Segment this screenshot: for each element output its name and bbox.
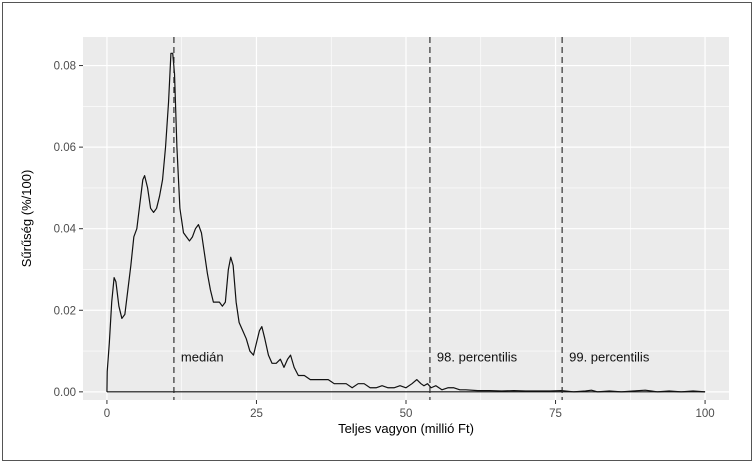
y-tick-label: 0.04 bbox=[54, 224, 77, 236]
x-axis-ticks: 0 25 50 75 100 bbox=[104, 400, 715, 420]
reference-lines: medián 98. percentilis 99. percentilis bbox=[173, 37, 650, 400]
x-tick-label: 75 bbox=[549, 408, 562, 420]
x-tick-label: 0 bbox=[104, 408, 110, 420]
y-tick-label: 0.00 bbox=[54, 387, 76, 399]
density-line bbox=[106, 52, 706, 393]
y-tick-label: 0.02 bbox=[54, 305, 76, 317]
reference-line-label: 98. percentilis bbox=[437, 349, 518, 364]
series-layer bbox=[106, 52, 706, 393]
y-tick-label: 0.08 bbox=[54, 61, 76, 73]
density-chart: medián 98. percentilis 99. percentilis 0 25… bbox=[19, 37, 729, 436]
x-axis-title: Teljes vagyon (millió Ft) bbox=[338, 421, 474, 436]
y-axis-ticks: 0.00 0.02 0.04 0.06 0.08 bbox=[54, 61, 83, 399]
reference-line-label: medián bbox=[181, 349, 224, 364]
y-axis-title: Sűrűség (%/100) bbox=[19, 170, 34, 268]
reference-line-label: 99. percentilis bbox=[569, 349, 650, 364]
chart-frame: medián 98. percentilis 99. percentilis 0 25… bbox=[2, 2, 752, 461]
y-tick-label: 0.06 bbox=[54, 142, 76, 154]
x-tick-label: 25 bbox=[250, 408, 263, 420]
x-tick-label: 50 bbox=[400, 408, 413, 420]
x-tick-label: 100 bbox=[695, 408, 714, 420]
